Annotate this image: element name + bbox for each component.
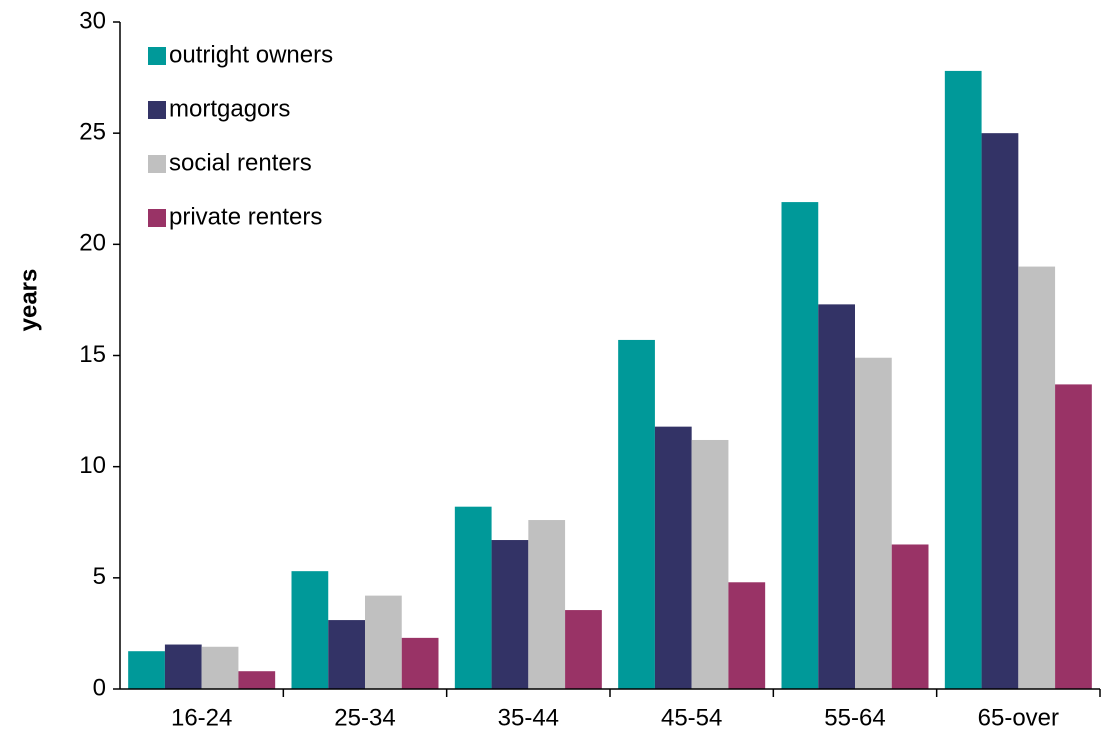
bar (944, 70, 982, 689)
bar (291, 571, 329, 689)
bar (728, 582, 766, 689)
y-tick-label: 20 (79, 230, 106, 257)
y-tick-label: 0 (93, 674, 106, 701)
y-tick-label: 25 (79, 119, 106, 146)
bar (528, 520, 566, 689)
bar (855, 357, 892, 689)
legend-label: private renters (169, 203, 322, 230)
bar (654, 426, 692, 689)
bar (365, 595, 402, 689)
y-tick-label: 30 (79, 7, 106, 34)
bar (401, 637, 439, 689)
y-tick-label: 15 (79, 341, 106, 368)
bar (128, 651, 165, 689)
bar (891, 544, 929, 689)
legend-label: social renters (169, 149, 312, 176)
y-axis-label: years (15, 269, 42, 332)
bar (691, 439, 729, 689)
bar (201, 646, 239, 689)
bar (618, 339, 655, 689)
legend-label: mortgagors (169, 95, 290, 122)
x-tick-label: 16-24 (171, 704, 232, 731)
x-tick-label: 55-64 (824, 704, 885, 731)
bar (1055, 384, 1092, 689)
legend-swatch (148, 101, 166, 119)
legend-label: outright owners (169, 41, 333, 68)
bar (781, 202, 819, 689)
bar (238, 671, 276, 689)
bar (818, 304, 855, 689)
x-tick-label: 45-54 (661, 704, 722, 731)
bar (491, 540, 529, 689)
bar (454, 506, 492, 689)
bar (1018, 266, 1056, 689)
bar (981, 133, 1019, 689)
bar (164, 644, 202, 689)
x-tick-label: 35-44 (498, 704, 559, 731)
bar (565, 610, 602, 689)
bar (328, 620, 365, 689)
x-tick-label: 25-34 (334, 704, 395, 731)
x-tick-label: 65-over (978, 704, 1059, 731)
legend-swatch (148, 47, 166, 65)
y-tick-label: 10 (79, 452, 106, 479)
y-tick-label: 5 (93, 563, 106, 590)
legend-swatch (148, 209, 166, 227)
legend-swatch (148, 155, 166, 173)
